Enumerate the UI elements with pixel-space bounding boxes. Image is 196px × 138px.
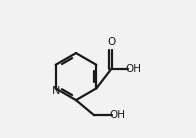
Text: OH: OH bbox=[109, 110, 125, 120]
Text: O: O bbox=[107, 37, 116, 47]
Text: OH: OH bbox=[125, 64, 141, 74]
Text: N: N bbox=[52, 86, 61, 96]
